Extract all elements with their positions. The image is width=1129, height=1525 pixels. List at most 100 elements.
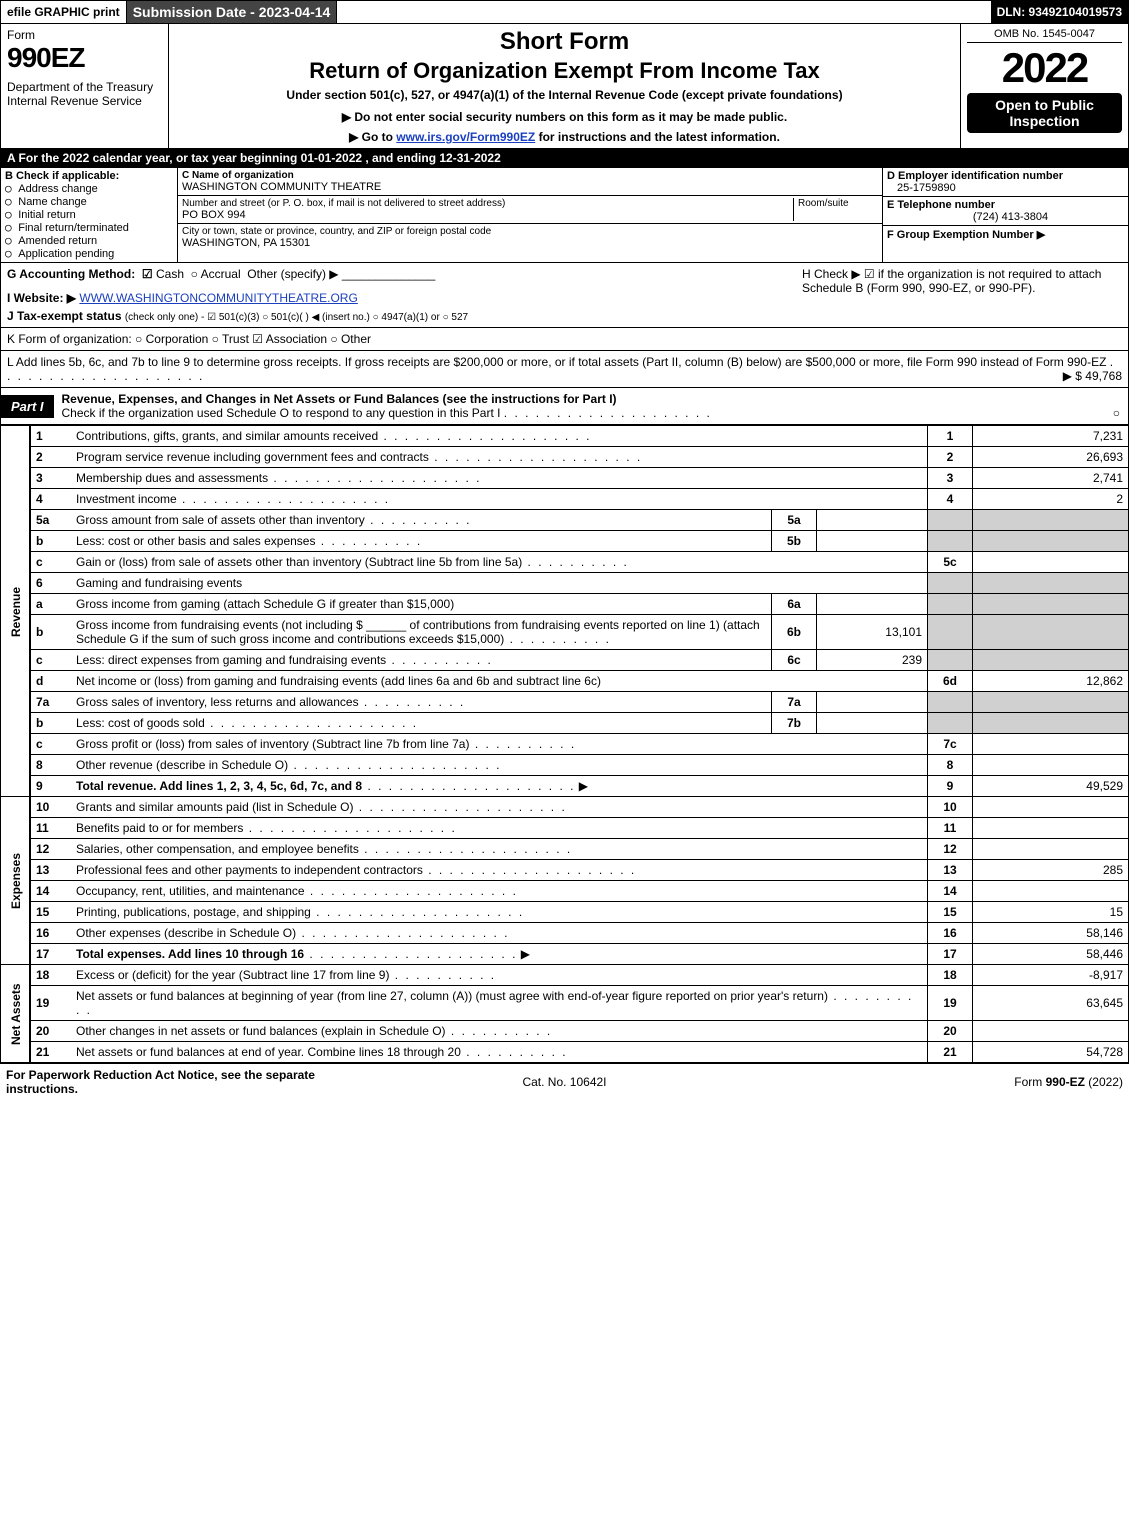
l1-d: Contributions, gifts, grants, and simila… [76,429,378,443]
l7c-rn: 7c [928,734,973,755]
goto-post: for instructions and the latest informat… [535,130,780,144]
l9-v: 49,529 [973,776,1129,797]
l5a-d: Gross amount from sale of assets other t… [76,513,365,527]
l7a-rn [928,692,973,713]
l3-rn: 3 [928,468,973,489]
top-bar: efile GRAPHIC print Submission Date - 20… [0,0,1129,24]
chk-final: Final return/terminated [18,222,129,234]
l11-v [973,818,1129,839]
l13-rn: 13 [928,860,973,881]
l7c-v [973,734,1129,755]
l6a-sv [817,594,928,615]
l12-v [973,839,1129,860]
g-accrual-check-icon[interactable]: ○ [191,267,198,281]
chk-pending: Application pending [18,248,114,260]
l21-rn: 21 [928,1042,973,1063]
col-d: D Employer identification number 25-1759… [883,168,1128,262]
l4-rn: 4 [928,489,973,510]
header-right: OMB No. 1545-0047 2022 Open to Public In… [961,24,1128,148]
l5b-rv [973,531,1129,552]
l10-rn: 10 [928,797,973,818]
l5b-sv [817,531,928,552]
l18-d: Excess or (deficit) for the year (Subtra… [76,968,389,982]
footer-left: For Paperwork Reduction Act Notice, see … [6,1068,378,1096]
b-label: B Check if applicable: [5,170,173,182]
l15-n: 15 [30,902,71,923]
e-tel-value: (724) 413-3804 [887,211,1124,223]
form-header: Form 990EZ Department of the Treasury In… [0,24,1129,149]
l6d-rn: 6d [928,671,973,692]
l6b-sv: 13,101 [817,615,928,650]
g-other: Other (specify) ▶ [247,267,338,281]
chk-amended-icon[interactable]: ○ [5,234,18,247]
l16-d: Other expenses (describe in Schedule O) [76,926,296,940]
footer-center: Cat. No. 10642I [378,1075,750,1089]
irs-link[interactable]: www.irs.gov/Form990EZ [396,130,535,144]
l21-v: 54,728 [973,1042,1129,1063]
side-net-assets: Net Assets [1,965,31,1063]
l1-v: 7,231 [973,426,1129,447]
row-k: K Form of organization: ○ Corporation ○ … [0,328,1129,351]
l5c-v [973,552,1129,573]
c-name-value: WASHINGTON COMMUNITY THEATRE [182,181,878,193]
topbar-spacer [337,1,990,23]
l5a-sn: 5a [772,510,817,531]
d-ein-value: 25-1759890 [887,182,1124,194]
c-city-value: WASHINGTON, PA 15301 [182,237,878,249]
l6-rn [928,573,973,594]
l5b-rn [928,531,973,552]
part1-sub-dots [504,406,712,420]
l19-n: 19 [30,986,71,1021]
l20-v [973,1021,1129,1042]
l7b-n: b [30,713,71,734]
l6c-rn [928,650,973,671]
l1-n: 1 [30,426,71,447]
part1-sub: Check if the organization used Schedule … [62,406,501,420]
l21-n: 21 [30,1042,71,1063]
g-cash-check-icon[interactable]: ☑ [142,267,153,281]
part1-sub-box[interactable]: ○ [1113,406,1120,420]
g-label: G Accounting Method: [7,267,135,281]
l20-rn: 20 [928,1021,973,1042]
l16-v: 58,146 [973,923,1129,944]
part1-title-wrap: Revenue, Expenses, and Changes in Net As… [54,388,1128,424]
l7a-n: 7a [30,692,71,713]
h-text: H Check ▶ ☑ if the organization is not r… [802,267,1101,295]
dln-label: DLN: 93492104019573 [991,1,1128,23]
l19-rn: 19 [928,986,973,1021]
website-link[interactable]: WWW.WASHINGTONCOMMUNITYTHEATRE.ORG [79,291,357,305]
dept-label: Department of the Treasury Internal Reve… [7,80,162,108]
chk-pending-icon[interactable]: ○ [5,247,18,260]
l6d-v: 12,862 [973,671,1129,692]
l9-rn: 9 [928,776,973,797]
l6-d: Gaming and fundraising events [71,573,928,594]
goto-line: ▶ Go to www.irs.gov/Form990EZ for instru… [175,130,954,144]
e-tel-label: E Telephone number [887,199,1124,211]
l19-d: Net assets or fund balances at beginning… [76,989,828,1003]
l12-d: Salaries, other compensation, and employ… [76,842,359,856]
l11-d: Benefits paid to or for members [76,821,243,835]
l6-n: 6 [30,573,71,594]
l8-v [973,755,1129,776]
i-label: I Website: ▶ [7,291,76,305]
l13-v: 285 [973,860,1129,881]
chk-initial: Initial return [18,209,75,221]
lines-table: Revenue 1 Contributions, gifts, grants, … [0,425,1129,1063]
l5c-d: Gain or (loss) from sale of assets other… [76,555,522,569]
header-left: Form 990EZ Department of the Treasury In… [1,24,169,148]
l7b-sn: 7b [772,713,817,734]
chk-final-icon[interactable]: ○ [5,221,18,234]
l5b-sn: 5b [772,531,817,552]
chk-name-icon[interactable]: ○ [5,195,18,208]
l5a-rv [973,510,1129,531]
side-expenses: Expenses [1,797,31,965]
row-a-tax-year: A For the 2022 calendar year, or tax yea… [0,149,1129,168]
submission-date: Submission Date - 2023-04-14 [127,1,338,23]
c-name-label: C Name of organization [182,170,878,181]
chk-initial-icon[interactable]: ○ [5,208,18,221]
chk-address-icon[interactable]: ○ [5,182,18,195]
l7a-d: Gross sales of inventory, less returns a… [76,695,359,709]
row-l: L Add lines 5b, 6c, and 7b to line 9 to … [0,351,1129,388]
part1-header: Part I Revenue, Expenses, and Changes in… [0,388,1129,425]
l14-v [973,881,1129,902]
